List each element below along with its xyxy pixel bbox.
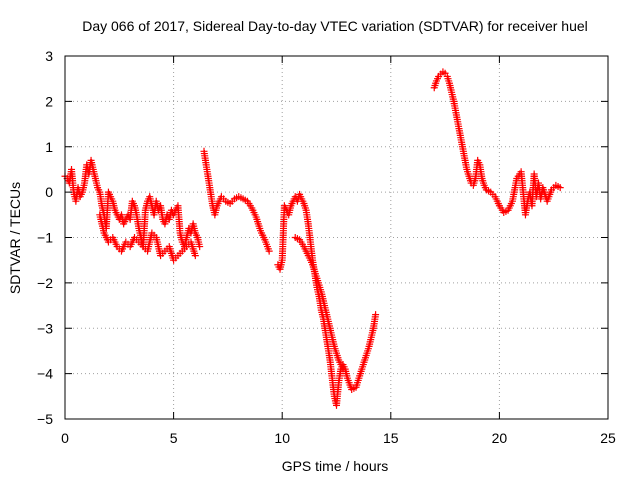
y-tick-label: 1: [45, 139, 53, 155]
data-point: [339, 365, 347, 373]
y-tick-label: 2: [45, 93, 53, 109]
data-point: [196, 243, 204, 251]
x-tick-label: 20: [492, 430, 508, 446]
axis-ticks: 0 5 10 15 20 25 −5 −4 −3 −2 −1 0 1 2 3: [37, 48, 616, 446]
y-tick-label: −4: [37, 366, 53, 382]
chart-title: Day 066 of 2017, Sidereal Day-to-day VTE…: [82, 18, 588, 34]
x-axis-label: GPS time / hours: [282, 458, 389, 474]
y-tick-label: −1: [37, 230, 53, 246]
y-tick-label: −3: [37, 320, 53, 336]
y-tick-label: −2: [37, 275, 53, 291]
data-point: [191, 252, 199, 260]
x-tick-label: 25: [600, 430, 616, 446]
x-tick-label: 0: [61, 430, 69, 446]
data-point: [556, 184, 564, 192]
x-tick-label: 10: [274, 430, 290, 446]
y-tick-label: −5: [37, 411, 53, 427]
data-point: [372, 311, 380, 319]
x-tick-label: 15: [383, 430, 399, 446]
data-points: [61, 68, 564, 409]
y-tick-label: 0: [45, 184, 53, 200]
y-axis-label: SDTVAR / TECUs: [7, 182, 23, 294]
data-point: [265, 247, 273, 255]
x-tick-label: 5: [170, 430, 178, 446]
y-tick-label: 3: [45, 48, 53, 64]
grid: [65, 56, 608, 419]
